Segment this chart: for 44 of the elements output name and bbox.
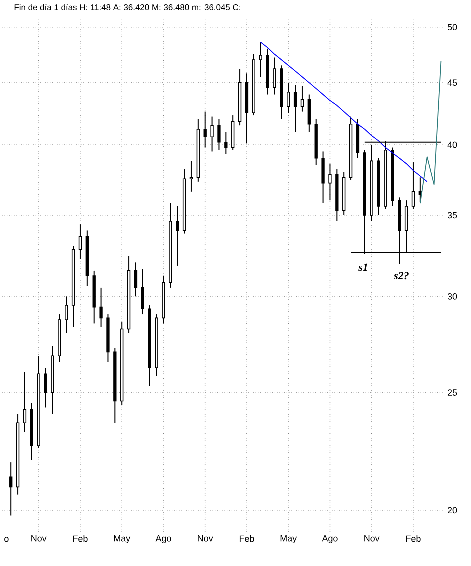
candlestick — [10, 462, 13, 516]
y-tick-label: 20 — [448, 507, 458, 514]
y-tick-label: 50 — [448, 24, 458, 31]
candlestick — [141, 268, 144, 316]
y-tick-label: 25 — [448, 390, 458, 396]
annotation: s1 — [358, 264, 368, 272]
candlestick — [23, 372, 27, 433]
candlestick — [176, 206, 180, 266]
annotation: s2? — [394, 272, 409, 280]
line-series — [420, 60, 442, 204]
x-tick-label: Feb — [240, 535, 254, 542]
candlestick — [218, 118, 221, 151]
candlestick — [224, 131, 228, 155]
candlestick — [78, 224, 82, 260]
candlestick — [328, 163, 332, 202]
y-tick-label: 30 — [448, 293, 458, 300]
candlestick — [287, 82, 290, 114]
x-tick-label: Feb — [406, 535, 421, 542]
y-tick-label: 45 — [448, 80, 458, 86]
x-tick-label: Ago — [156, 535, 172, 544]
candlestick — [65, 296, 68, 334]
candlestick — [204, 111, 207, 148]
candlestick — [210, 116, 214, 152]
y-tick-label: 35 — [448, 212, 458, 219]
candlestick — [294, 84, 298, 132]
candlestick — [259, 42, 262, 78]
x-tick-label: Feb — [73, 535, 88, 542]
x-tick-label: Ago — [322, 535, 338, 544]
line-series — [260, 42, 428, 182]
candlestick — [412, 162, 416, 210]
x-tick-label: May — [114, 535, 131, 544]
candlestick — [134, 262, 138, 298]
y-tick-label: 40 — [448, 142, 458, 148]
candlestick — [273, 57, 276, 96]
candlestick — [44, 368, 48, 408]
x-tick-label: Nov — [198, 535, 214, 542]
chart-title: Fin de día 1 días H: 11:48 A: 36.420 M: 36.480 m: 36.045 C: — [14, 4, 240, 11]
candlestick — [300, 86, 304, 112]
candlestick — [190, 160, 194, 192]
text: o — [4, 537, 9, 542]
x-tick-label: Nov — [364, 535, 380, 542]
candlestick — [100, 287, 103, 328]
x-tick-label: Nov — [32, 535, 47, 542]
x-tick-label: May — [280, 535, 298, 544]
